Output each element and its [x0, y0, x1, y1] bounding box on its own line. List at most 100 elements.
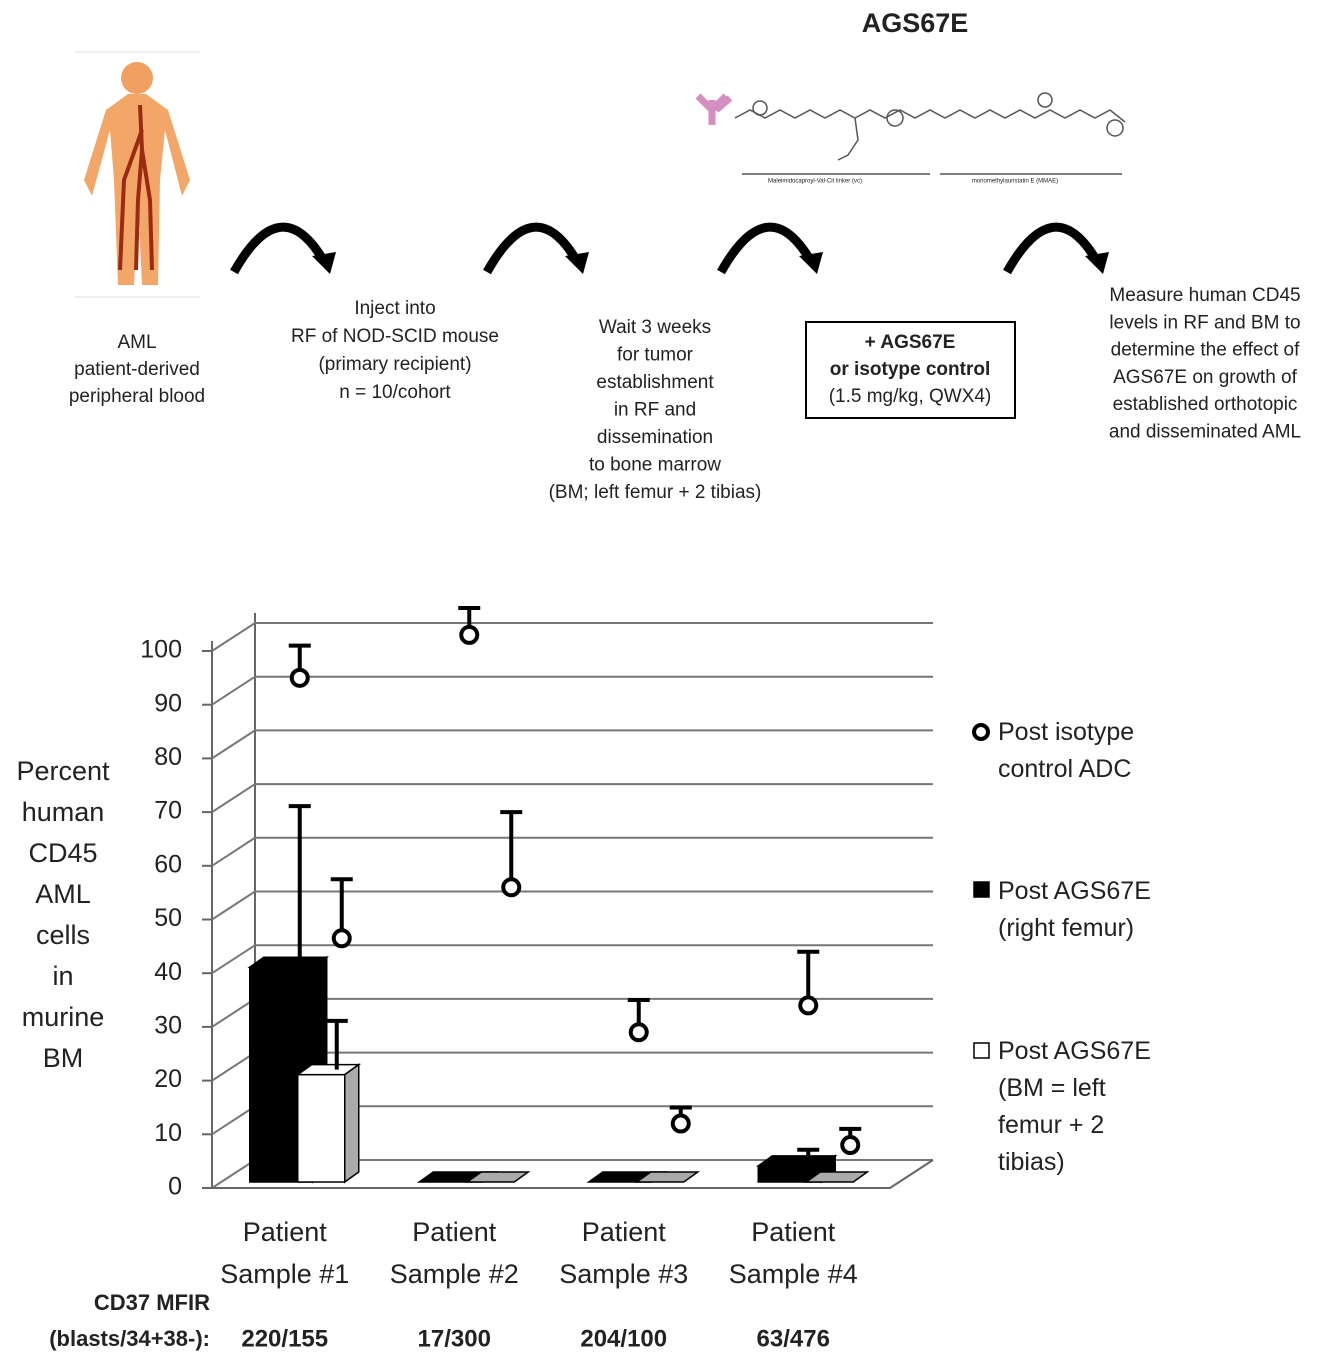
step-text: for tumor: [617, 345, 694, 366]
footer-value: 63/476: [757, 1325, 830, 1352]
error-bar: [325, 1018, 348, 1070]
step-text: in RF and: [614, 400, 696, 421]
y-tick-label: 70: [154, 797, 182, 825]
footer-label: (blasts/34+38-):: [49, 1326, 210, 1351]
x-tick-label: Patient: [412, 1217, 497, 1247]
bar: [297, 1073, 346, 1183]
y-tick-label: 0: [168, 1173, 182, 1201]
diagram-title: AGS67E: [862, 8, 969, 38]
process-arrows: [230, 222, 1099, 275]
x-tick-label: Patient: [582, 1217, 667, 1247]
grid-line: [211, 836, 933, 867]
grid-line: [211, 675, 933, 706]
data-point: [840, 1135, 861, 1156]
step-text: AML: [117, 332, 156, 353]
y-axis-label: murine: [22, 1002, 105, 1032]
y-tick-label: 50: [154, 904, 182, 932]
error-bar: [288, 804, 311, 963]
bar-side: [344, 1063, 360, 1184]
step-text: patient-derived: [74, 359, 200, 380]
arrowheads: [312, 252, 1109, 274]
step-text: and disseminated AML: [1109, 422, 1301, 443]
data-point: [289, 667, 310, 688]
y-tick-label: 30: [154, 1012, 182, 1040]
x-tick-label: Patient: [243, 1217, 328, 1247]
step-text: AGS67E on growth of: [1113, 367, 1297, 388]
step-text: established orthotopic: [1113, 394, 1298, 415]
linker-label: Maleimidocaproyl-Val-Cit linker (vc): [768, 179, 862, 185]
y-tick-label: 20: [154, 1065, 182, 1093]
footer-value: 220/155: [241, 1325, 328, 1352]
data-point: [628, 1022, 649, 1043]
x-tick-label: Sample #4: [729, 1259, 858, 1289]
step-text: Inject into: [354, 298, 435, 319]
legend-label: Post AGS67E (right femur): [998, 877, 1151, 942]
payload-label: monomethylauristatin E (MMAE): [972, 179, 1058, 185]
error-bar: [458, 606, 481, 627]
step-text: or isotype control: [830, 359, 990, 380]
y-axis-label: CD45: [28, 838, 97, 868]
step-text: establishment: [596, 372, 714, 393]
legend-label: Post AGS67E (BM = left femur + 2 tibias): [998, 1037, 1151, 1176]
back-wall-edge: [211, 613, 256, 1188]
y-tick-label: 80: [154, 743, 182, 771]
legend-marker: [973, 1042, 990, 1059]
data-point: [459, 624, 480, 645]
treatment-box: [805, 321, 1016, 419]
grid-line: [211, 783, 933, 813]
data-point: [331, 928, 352, 949]
y-tick-label: 100: [140, 636, 182, 664]
legend-label: Post isotype control ADC: [998, 718, 1135, 783]
data-point: [798, 995, 819, 1016]
error-bar: [627, 998, 650, 1025]
floor: [212, 1159, 934, 1189]
step-text: n = 10/cohort: [339, 382, 451, 403]
step-text: Wait 3 weeks: [599, 317, 711, 338]
footer-label: CD37 MFIR: [94, 1290, 210, 1315]
error-bar: [797, 1147, 820, 1161]
step-text: (primary recipient): [318, 354, 471, 375]
y-tick-label: 90: [154, 689, 182, 717]
x-tick-label: Sample #2: [390, 1259, 519, 1289]
error-bar: [500, 810, 523, 880]
step-text: peripheral blood: [69, 386, 205, 407]
step-text: Measure human CD45: [1109, 285, 1300, 306]
y-axis-label: AML: [35, 879, 91, 909]
grid-line: [211, 944, 933, 975]
footer-value: 17/300: [418, 1325, 491, 1352]
step-text: dissemination: [597, 427, 713, 448]
bar-top: [803, 1171, 870, 1183]
chemical-structure: [695, 92, 1126, 175]
grid-line: [211, 890, 933, 921]
y-tick-label: 10: [154, 1119, 182, 1147]
error-bar: [330, 877, 353, 931]
step-text: to bone marrow: [589, 455, 721, 476]
y-axis-label: cells: [36, 920, 90, 950]
data-point: [670, 1113, 691, 1134]
y-axis-label: human: [22, 797, 105, 827]
step-text: (BM; left femur + 2 tibias): [549, 482, 762, 503]
grid-line: [211, 729, 933, 760]
error-bar: [288, 643, 311, 670]
bar-top: [634, 1171, 701, 1183]
y-tick-label: 40: [154, 958, 182, 986]
legend-marker: [972, 723, 990, 741]
x-tick-label: Patient: [751, 1217, 836, 1247]
y-tick-label: 60: [154, 850, 182, 878]
step-text: (1.5 mg/kg, QWX4): [829, 386, 992, 407]
x-tick-label: Sample #1: [220, 1259, 349, 1289]
x-tick-label: Sample #3: [559, 1259, 688, 1289]
step-text: determine the effect of: [1111, 340, 1300, 361]
bar-top: [464, 1171, 531, 1183]
human-figure-icon: [75, 51, 200, 298]
legend-marker: [973, 881, 990, 898]
y-axis-label: Percent: [16, 756, 110, 786]
grid-line: [211, 622, 933, 652]
step-text: + AGS67E: [865, 332, 956, 353]
footer-value: 204/100: [580, 1325, 667, 1352]
error-bar: [797, 949, 820, 998]
step-text: levels in RF and BM to: [1109, 312, 1300, 333]
y-axis-label: BM: [43, 1043, 84, 1073]
